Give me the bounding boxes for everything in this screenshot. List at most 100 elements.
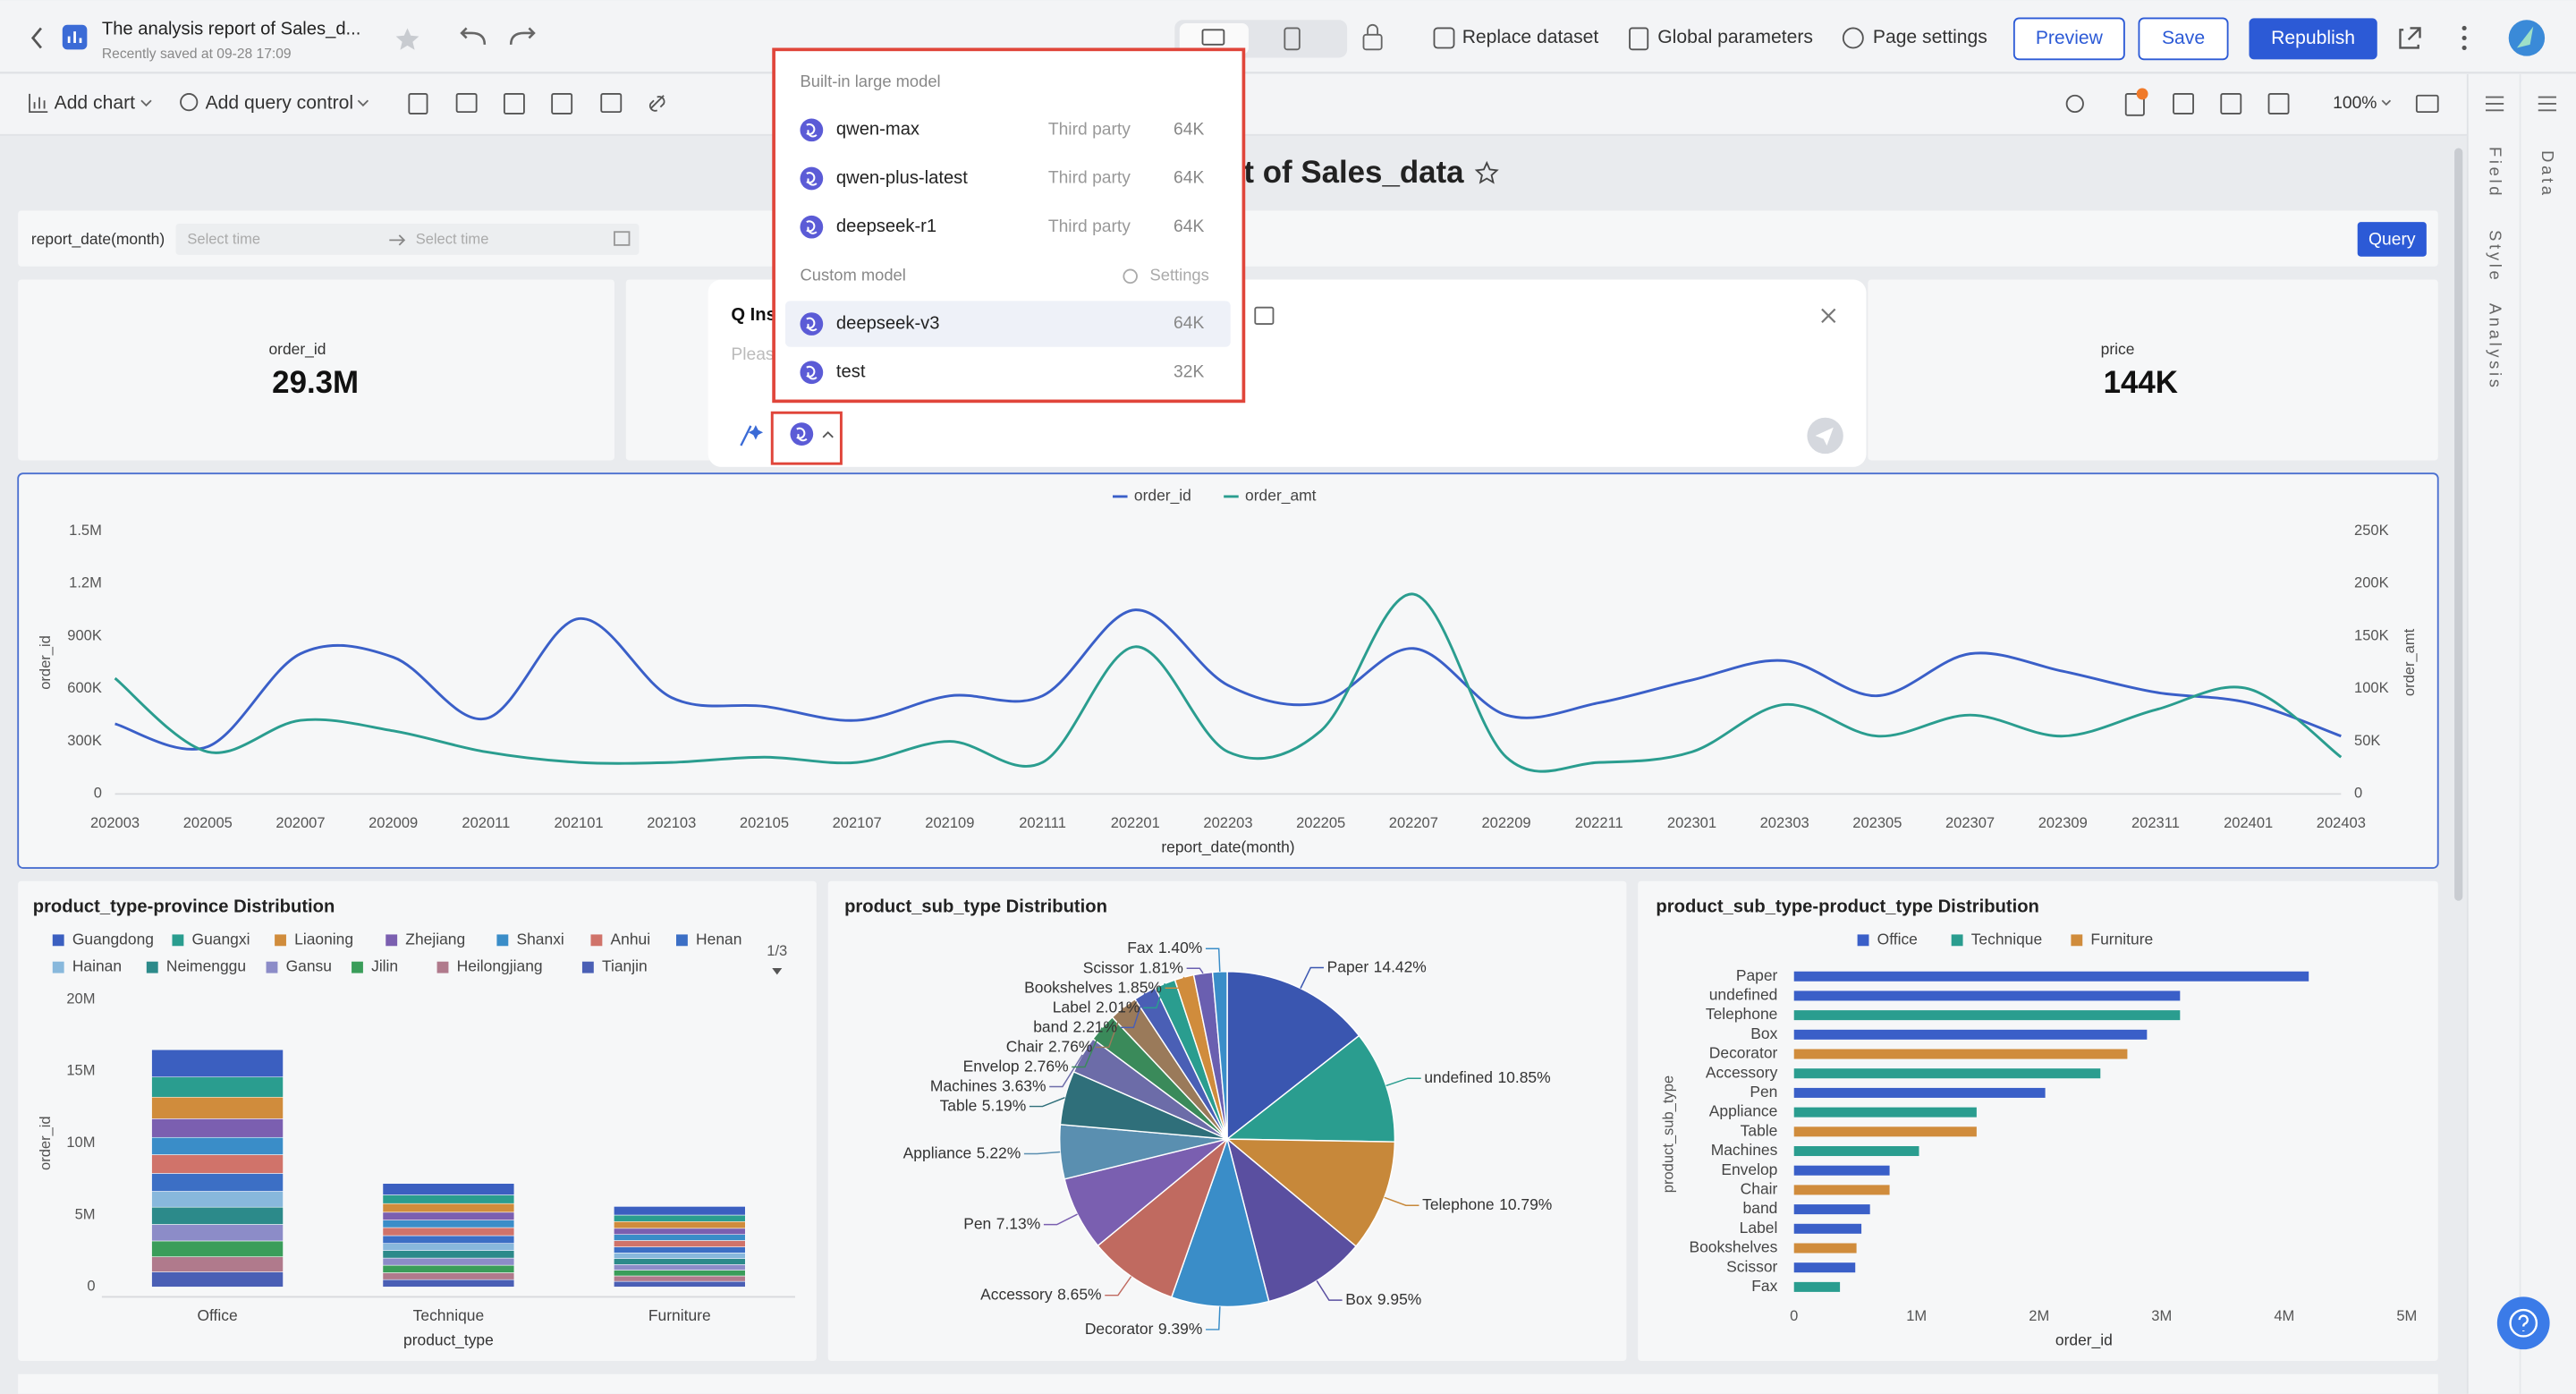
query-button[interactable] <box>2357 222 2427 257</box>
date-end: Select time <box>416 231 489 248</box>
mobile-mode[interactable] <box>1284 27 1301 51</box>
slice-name: undefined <box>1424 1068 1493 1086</box>
y-tick-label: 5M <box>75 1205 96 1222</box>
more-icon[interactable] <box>2462 25 2467 31</box>
kpi-card <box>1868 279 2438 461</box>
add-chart[interactable]: Add chart <box>55 93 135 114</box>
star-icon[interactable] <box>1474 160 1499 184</box>
close-button[interactable] <box>1821 308 1836 324</box>
pager-arrow[interactable] <box>772 968 783 975</box>
zoom-level[interactable]: 100% <box>2333 94 2377 113</box>
y-tick-label: Decorator <box>1709 1044 1778 1062</box>
legend-swatch <box>275 934 286 947</box>
panel-tab[interactable]: Style <box>2486 230 2504 283</box>
x-tick-label: 202209 <box>1481 814 1530 831</box>
slice-name: Label <box>1053 998 1091 1016</box>
slice-name: Accessory <box>980 1285 1053 1303</box>
model-icon <box>800 118 824 142</box>
slice-label: Pen 7.13% <box>963 1214 1040 1232</box>
y2-axis-title: order_amt <box>2401 628 2418 696</box>
y-tick-label: Machines <box>1711 1141 1778 1159</box>
preview-button[interactable] <box>2012 17 2125 61</box>
save-button[interactable] <box>2138 17 2229 61</box>
legend-swatch <box>676 934 688 947</box>
slice-name: Box <box>1345 1290 1372 1308</box>
toolbar-button[interactable]: Global parameters <box>1657 27 1813 47</box>
bar-segment <box>382 1183 515 1195</box>
scrollbar[interactable] <box>2454 148 2463 901</box>
chart-card[interactable] <box>1638 880 2438 1362</box>
settings-link[interactable]: Settings <box>1149 266 1208 285</box>
republish-button[interactable] <box>2249 18 2377 60</box>
toolbar-button[interactable]: Replace dataset <box>1462 27 1599 47</box>
dialog-input[interactable]: Pleas <box>731 345 774 364</box>
bar <box>1793 1262 1856 1273</box>
x-tick-label: 2M <box>2029 1307 2049 1324</box>
slice-name: Table <box>940 1096 978 1114</box>
lock-icon[interactable] <box>1362 33 1383 51</box>
bar-segment <box>151 1256 284 1272</box>
button-label: Preview <box>2036 28 2104 48</box>
y-tick-label: 600K <box>67 679 102 696</box>
calendar-icon <box>614 231 631 246</box>
x-tick-label: 202005 <box>183 814 233 831</box>
menu-item[interactable] <box>784 349 1231 395</box>
kpi-card <box>18 279 614 461</box>
bar-segment <box>614 1220 746 1229</box>
model-selector[interactable] <box>790 422 814 446</box>
share-icon[interactable] <box>2399 27 2421 49</box>
redo-icon[interactable] <box>509 27 536 45</box>
y2-tick-label: 100K <box>2354 679 2389 696</box>
toolbar-button[interactable]: Page settings <box>1873 27 1987 47</box>
slice-name: Paper <box>1327 957 1369 975</box>
slice-label: undefined 10.85% <box>1424 1068 1550 1086</box>
more-icon <box>2462 35 2467 41</box>
x-tick-label: Furniture <box>648 1306 711 1324</box>
y-tick-label: Envelop <box>1721 1160 1777 1178</box>
y-tick-label: band <box>1743 1199 1778 1217</box>
menu-section: Built-in large model <box>800 72 940 90</box>
chart-title: product_sub_type Distribution <box>844 897 1107 916</box>
slice-name: Scissor <box>1083 958 1134 976</box>
menu-items: qwen-max Third party 64K qwen-plus-latest Th… <box>784 108 1231 395</box>
chart-card[interactable] <box>18 880 817 1362</box>
legend-label: Guangxi <box>192 930 250 948</box>
series-line <box>114 608 2342 751</box>
menu-item[interactable] <box>784 205 1231 249</box>
y-tick-label: 10M <box>66 1134 95 1151</box>
x-tick-label: 202109 <box>925 814 974 831</box>
panel-tab[interactable]: Field <box>2486 147 2504 199</box>
y-tick-label: Scissor <box>1726 1257 1777 1275</box>
x-tick-label: 202311 <box>2131 814 2180 831</box>
slice-name: Machines <box>930 1076 997 1094</box>
add-query-control[interactable]: Add query control <box>206 93 353 114</box>
legend-label: Jilin <box>371 957 398 975</box>
y-tick-label: Label <box>1740 1219 1778 1237</box>
panel-icons[interactable] <box>2485 96 2556 112</box>
magic-icon[interactable] <box>740 425 764 446</box>
menu-item[interactable] <box>784 301 1231 347</box>
menu-item[interactable] <box>784 157 1231 200</box>
date-range-input[interactable] <box>175 224 640 255</box>
panel-tab[interactable]: Data <box>2538 150 2557 198</box>
y-axis-title: order_id <box>37 635 54 690</box>
bar <box>1793 1107 1977 1118</box>
desktop-mode[interactable] <box>1179 22 1249 55</box>
insert-tools[interactable] <box>408 92 2439 116</box>
model-context: 64K <box>1174 314 1204 333</box>
bar-segment <box>382 1243 515 1252</box>
panel-tab[interactable]: Analysis <box>2486 303 2504 391</box>
menu-item[interactable] <box>784 108 1231 152</box>
legend-label: Gansu <box>286 957 332 975</box>
y2-tick-label: 50K <box>2354 732 2380 749</box>
back-button[interactable] <box>30 27 42 49</box>
slice-value: 2.01% <box>1096 998 1140 1016</box>
favorite-icon[interactable] <box>395 28 419 50</box>
help-button[interactable] <box>2496 1296 2550 1350</box>
dataset-icon[interactable] <box>1254 306 1275 325</box>
slice-value: 14.42% <box>1374 957 1427 975</box>
chart-card[interactable] <box>17 472 2439 869</box>
x-tick-label: 202111 <box>1019 814 1066 831</box>
undo-icon[interactable] <box>460 27 487 45</box>
